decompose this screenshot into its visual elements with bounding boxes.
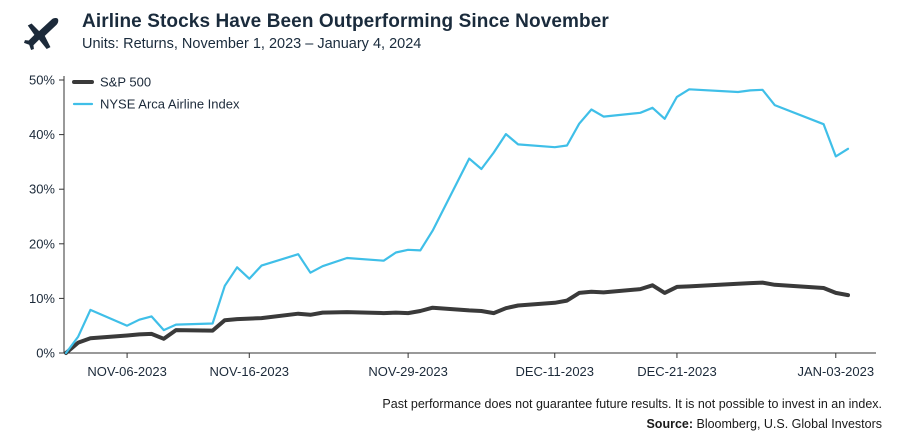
x-tick-label: NOV-06-2023 <box>87 364 167 379</box>
airplane-icon <box>24 18 59 50</box>
series-line-sp500 <box>64 280 850 355</box>
line-chart: 0% 10% 20% 30% 40% 50% NOV-06-2023 NOV-16-2023 N… <box>29 73 876 379</box>
x-tick-label: NOV-16-2023 <box>210 364 290 379</box>
series-line-airline-index <box>64 88 850 355</box>
source-label: Source: <box>646 417 694 431</box>
chart-title: Airline Stocks Have Been Outperforming S… <box>82 11 609 32</box>
y-tick-label: 0% <box>36 346 55 361</box>
series-lines <box>64 88 850 355</box>
axes: 0% 10% 20% 30% 40% 50% NOV-06-2023 NOV-16-2023 N… <box>29 73 876 379</box>
y-tick-label: 50% <box>29 73 55 88</box>
chart-header: Airline Stocks Have Been Outperforming S… <box>18 8 878 56</box>
x-tick-label: NOV-29-2023 <box>368 364 448 379</box>
y-tick-label: 30% <box>29 182 55 197</box>
x-tick-label: DEC-21-2023 <box>637 364 717 379</box>
legend-label: NYSE Arca Airline Index <box>100 97 240 112</box>
legend-label: S&P 500 <box>100 75 151 90</box>
chart-subtitle: Units: Returns, November 1, 2023 – Janua… <box>82 36 422 52</box>
y-tick-label: 40% <box>29 127 55 142</box>
x-tick-label: JAN-03-2023 <box>797 364 874 379</box>
source-text: Bloomberg, U.S. Global Investors <box>693 417 882 431</box>
y-tick-label: 10% <box>29 291 55 306</box>
disclaimer-note: Past performance does not guarantee futu… <box>382 397 882 411</box>
y-tick-label: 20% <box>29 236 55 251</box>
legend: S&P 500 NYSE Arca Airline Index <box>72 75 240 112</box>
source-note: Source: Bloomberg, U.S. Global Investors <box>646 417 882 431</box>
x-tick-label: DEC-11-2023 <box>515 364 594 379</box>
